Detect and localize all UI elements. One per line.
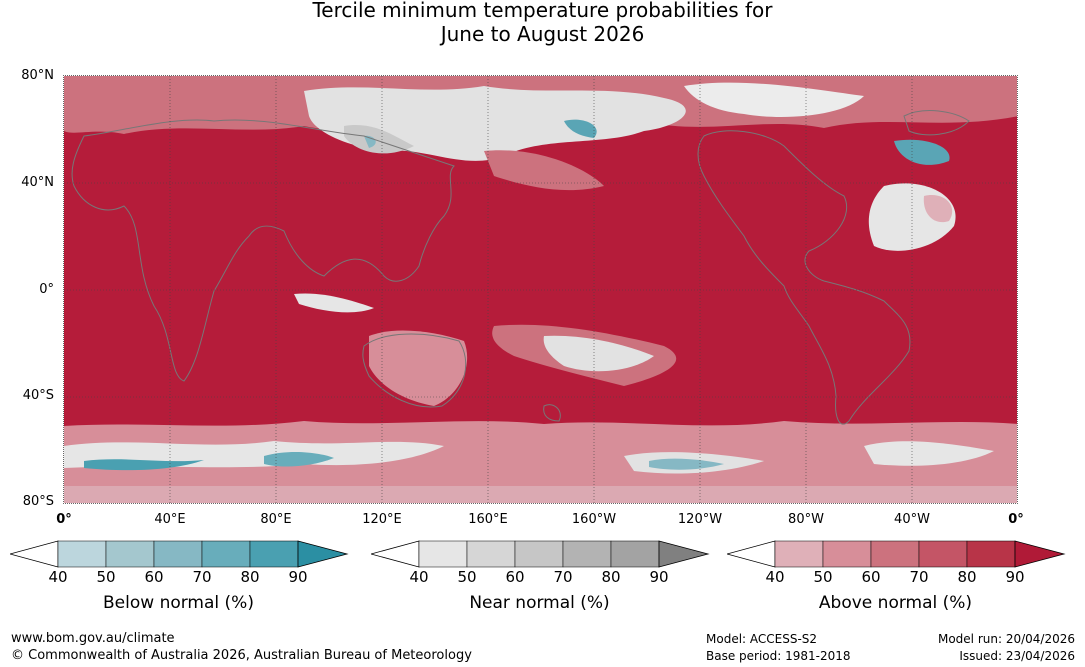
above-tick: 70: [909, 568, 929, 586]
below-tick: 80: [240, 568, 260, 586]
base-period: Base period: 1981-2018: [706, 649, 851, 663]
maritime-near-normal: [294, 293, 374, 313]
atlantic-below-patch: [894, 139, 950, 165]
lat-label-0: 0°: [39, 282, 54, 297]
near-normal-colorbar: [371, 540, 710, 568]
near-tick: 40: [409, 568, 429, 586]
lat-label-80n: 80°N: [21, 68, 54, 83]
website-link[interactable]: www.bom.gov.au/climate: [11, 631, 175, 646]
southern-ocean-band: [64, 421, 1017, 503]
above-tick: 90: [1005, 568, 1025, 586]
below-normal-title: Below normal (%): [103, 593, 254, 613]
above-normal-title: Above normal (%): [818, 593, 973, 613]
near-normal-title: Near normal (%): [469, 593, 610, 613]
above-tick: 60: [861, 568, 881, 586]
copyright-text: © Commonwealth of Australia 2026, Austra…: [11, 648, 472, 663]
map-title: Tercile minimum temperature probabilitie…: [0, 0, 1085, 46]
below-cb-high-cap: [297, 540, 349, 568]
footer-model-info: Model: ACCESS-S2 Base period: 1981-2018: [706, 631, 851, 665]
lon-label-0-east: 0°: [1008, 512, 1024, 527]
lon-label-160e: 160°E: [468, 512, 508, 527]
above-normal-colorbar: [727, 540, 1066, 568]
below-tick: 60: [144, 568, 164, 586]
probability-map-svg: [64, 76, 1017, 503]
antarctica-light-red: [64, 486, 1017, 503]
near-tick: 80: [601, 568, 621, 586]
above-tick: 40: [765, 568, 785, 586]
greenland-coastline: [903, 110, 970, 136]
below-tick: 70: [192, 568, 212, 586]
above-tick: 50: [813, 568, 833, 586]
title-line-2: June to August 2026: [440, 22, 645, 46]
lat-label-40n: 40°N: [21, 175, 54, 190]
below-tick: 90: [288, 568, 308, 586]
lon-label-120e: 120°E: [362, 512, 402, 527]
antarctic-below-mid: [264, 452, 334, 467]
below-tick: 50: [96, 568, 116, 586]
footer-dates: Model run: 20/04/2026 Issued: 23/04/2026: [938, 631, 1075, 665]
near-tick: 60: [505, 568, 525, 586]
antarctic-below-west: [84, 459, 204, 471]
new-zealand-coastline: [543, 404, 561, 422]
probability-map: [63, 75, 1018, 504]
model-run-date: Model run: 20/04/2026: [937, 632, 1075, 646]
australia-light-red: [369, 330, 468, 406]
southern-near-normal-atlantic: [864, 441, 994, 466]
title-line-1: Tercile minimum temperature probabilitie…: [312, 0, 773, 22]
below-normal-colorbar: [10, 540, 349, 568]
arctic-near-normal: [684, 82, 864, 117]
near-tick: 90: [649, 568, 669, 586]
near-tick: 50: [457, 568, 477, 586]
below-tick: 40: [48, 568, 68, 586]
graticule: [64, 76, 1017, 503]
lon-label-40w: 40°W: [894, 512, 930, 527]
lon-label-120w: 120°W: [677, 512, 723, 527]
model-name: Model: ACCESS-S2: [706, 632, 818, 646]
south-pacific-near-normal: [543, 335, 654, 372]
north-pacific-light-red: [484, 150, 604, 191]
lon-label-80e: 80°E: [260, 512, 292, 527]
issued-date: Issued: 23/04/2026: [959, 649, 1075, 663]
below-cb-low-cap: [10, 540, 59, 568]
americas-coastline: [697, 130, 911, 425]
near-tick: 70: [553, 568, 573, 586]
above-tick: 80: [957, 568, 977, 586]
lat-label-80s: 80°S: [22, 494, 54, 509]
coastlines: [71, 110, 970, 425]
australia-coastline: [362, 333, 467, 408]
lon-label-0-west: 0°: [56, 512, 72, 527]
footer-left: www.bom.gov.au/climate © Commonwealth of…: [11, 630, 472, 664]
antarctic-below-east: [649, 458, 724, 470]
north-atlantic-light-red: [923, 195, 953, 223]
eurasia-africa-coastline: [71, 119, 455, 382]
lat-label-40s: 40°S: [22, 388, 54, 403]
lon-label-160w: 160°W: [571, 512, 617, 527]
lon-label-40e: 40°E: [154, 512, 186, 527]
north-pacific-below-patch: [564, 119, 597, 138]
lon-label-80w: 80°W: [788, 512, 824, 527]
